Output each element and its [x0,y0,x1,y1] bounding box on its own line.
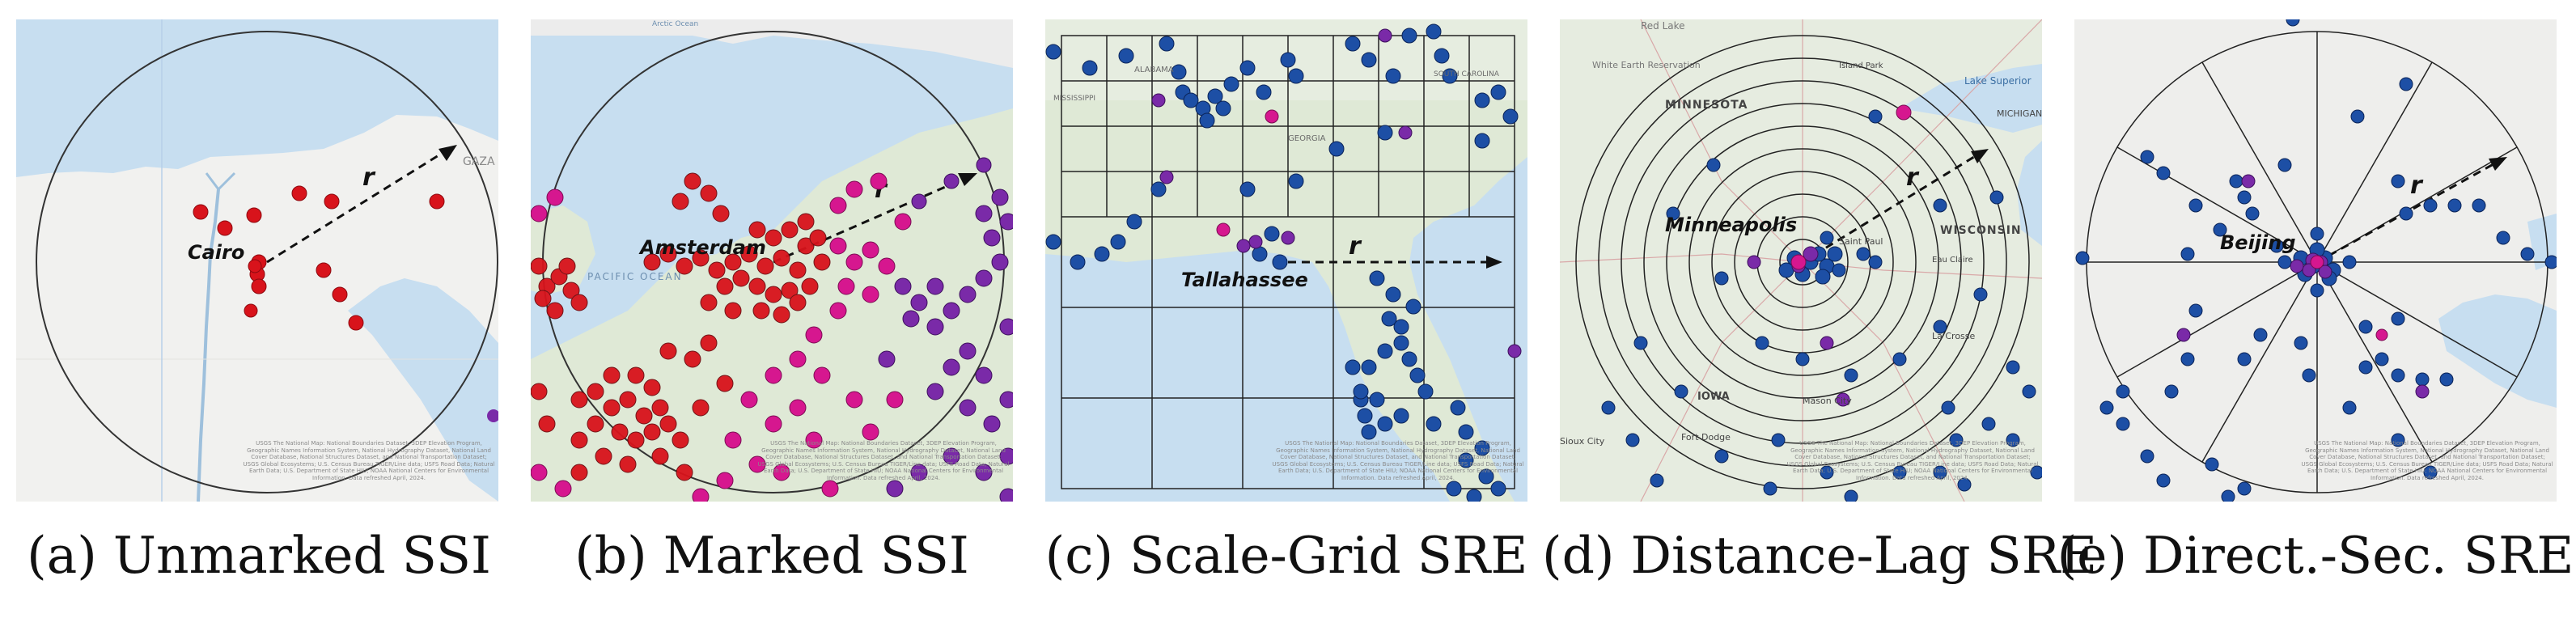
caption-d: (d) Distance-Lag SRE [1542,526,2098,585]
city-label: Beijing [2220,231,2296,254]
map-label-la-crosse: La Crosse [1932,331,1976,341]
caption-e: (e) Direct.-Sec. SRE [2057,526,2574,585]
map-attribution: USGS The National Map: National Boundari… [2301,440,2553,481]
map-label-gaza: GAZA [463,155,495,168]
sea-red [348,278,498,502]
map-label-ocean: PACIFIC OCEAN [587,271,683,282]
land-top [531,19,1013,68]
map-label-lake-superior: Lake Superior [1964,75,2032,87]
map-label-island-park: Island Park [1839,61,1883,70]
radius-label: r [1906,163,1920,192]
city-label: Cairo [188,241,244,264]
points-purple [1151,28,1522,358]
caption-b: (b) Marked SSI [574,526,969,585]
map-label-eau-claire: Eau Claire [1932,256,1973,265]
city-label: Tallahassee [1181,269,1308,291]
points-purple [878,157,1013,502]
caption-a: (a) Unmarked SSI [27,526,491,585]
sea-mediterranean [16,19,498,177]
caption-c: (c) Scale-Grid SRE [1044,526,1528,585]
map-attribution: USGS The National Map: National Boundari… [757,440,1010,481]
city-label: Amsterdam [638,236,766,259]
map-label-alabama: ALABAMA [1134,66,1174,74]
map-attribution: USGS The National Map: National Boundari… [1272,440,1524,481]
map-panel-scale-grid-sre: r ALABAMA GEORGIA SOUTH C [1045,19,1527,502]
radius-label: r [2410,172,2424,200]
map-panel-unmarked-ssi: r GAZA Cairo USGS The National Map: Nati… [16,19,498,502]
radius-label: r [362,163,376,192]
map-label-fort-dodge: Fort Dodge [1681,432,1731,443]
map-label-mississippi: MISSISSIPPI [1053,95,1095,103]
map-panel-marked-ssi: r [531,19,1013,502]
land-us [1045,19,1527,502]
radius-label: r [1349,232,1362,260]
map-label-iowa: IOWA [1697,391,1730,403]
map-label-sioux-city: Sioux City [1560,436,1605,447]
map-attribution: USGS The National Map: National Boundari… [243,440,495,481]
bohai-sea [2438,294,2557,408]
map-label-saint-paul: Saint Paul [1839,236,1883,247]
map-label-minnesota: MINNESOTA [1665,99,1748,112]
map-label-white-earth: White Earth Reservation [1592,60,1701,70]
points-red [531,172,831,481]
map-label-georgia: GEORGIA [1288,134,1326,143]
points-magenta [531,172,912,502]
map-label-arctic: Arctic Ocean [652,20,698,28]
city-label: Minneapolis [1665,214,1797,236]
map-panel-directional-sector-sre: r Beijing USGS The National Map: Nat [2074,19,2557,502]
map-label-mason-city: Mason City [1803,396,1852,406]
radius-arrow [1802,151,1981,264]
points-blue [2075,19,2557,502]
map-panel-distance-lag-sre: r Red Lake White Earth Reservation MINNE… [1560,19,2042,502]
river-nile [197,188,220,502]
map-label-wisconsin: WISCONSIN [1940,224,2022,237]
points-blue [1045,23,1519,502]
land-left [531,205,595,294]
map-attribution: USGS The National Map: National Boundari… [1786,440,2039,481]
map-label-michigan: MICHIGAN [1997,108,2042,119]
points-purple [1747,246,1850,407]
map-label-red-lake: Red Lake [1641,20,1685,32]
search-circle [36,31,498,493]
lake-superior [1900,64,2042,133]
map-label-south-carolina: SOUTH CAROLINA [1434,70,1500,78]
points-red [193,185,445,331]
